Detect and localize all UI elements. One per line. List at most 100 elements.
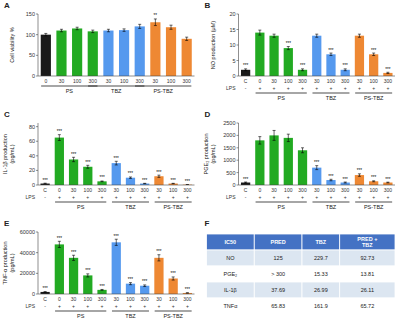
table-value: NO (226, 255, 235, 261)
error-bar (287, 134, 290, 141)
bar (241, 183, 250, 185)
x-tick-label: 300 (183, 78, 192, 84)
x-tick-label: 100 (327, 187, 336, 193)
y-axis (38, 123, 39, 185)
x-tick-label: C (43, 296, 47, 302)
error-bar (315, 34, 318, 37)
error-bar (101, 289, 104, 291)
panel-title: F (205, 219, 210, 228)
y-tick-label: 80 (29, 124, 35, 130)
y-tick-label: 150 (26, 11, 35, 17)
significance: *** (371, 48, 377, 53)
y-tick-label: 50 (29, 52, 35, 58)
panel: E0200004000060000TNF-α production(pg/mL)… (2, 219, 195, 319)
x-tick-label: 100 (169, 187, 178, 193)
x-tick-label: 30 (271, 187, 277, 193)
x-tick-label: C (244, 78, 248, 84)
y-axis-label: Cell viability % (9, 27, 15, 63)
lps-label: LPS (226, 194, 236, 200)
group-label: TBZ (125, 313, 136, 319)
x-tick-label: C (43, 187, 47, 193)
table-value: 15.33 (314, 271, 328, 277)
significance: *** (114, 156, 120, 161)
y-tick-label: 0 (32, 73, 35, 79)
error-bar (329, 53, 332, 55)
error-bar (72, 255, 75, 260)
x-tick-label: C (244, 187, 248, 193)
y-tick-label: 20 (29, 167, 35, 173)
figure: A050100150Cell viability %**030100300301… (0, 0, 401, 328)
table-cell (254, 266, 302, 282)
table-cell (302, 266, 340, 282)
y-axis (38, 14, 39, 76)
x-tick-label: 0 (258, 78, 261, 84)
error-bar (157, 175, 160, 177)
table-cell (302, 282, 340, 298)
lps-value: + (258, 85, 261, 91)
lps-value: + (172, 194, 175, 200)
significance: *** (385, 177, 391, 182)
table: FIC50PREDTBZPRED +TBZNO125229.792.73PGE₂… (205, 219, 396, 314)
error-bar (287, 47, 290, 50)
bar (56, 31, 66, 76)
error-bar (86, 165, 89, 168)
bars (41, 19, 192, 76)
error-bar (58, 241, 61, 247)
x-tick-label: 100 (369, 78, 378, 84)
x-tick-label: 300 (89, 78, 98, 84)
group-label: PS-TBZ (364, 204, 384, 210)
error-bar (157, 255, 160, 261)
x-tick-label: 300 (341, 78, 350, 84)
lps-value: + (330, 85, 333, 91)
error-bar (244, 69, 247, 71)
table-value: 26.11 (361, 287, 374, 293)
error-bar (329, 179, 332, 180)
group-bracket (355, 93, 392, 94)
group-label: PS-TBZ (163, 313, 183, 319)
panel: C020406080IL-1β production(pg/mL)*******… (2, 110, 195, 210)
error-bar (44, 183, 47, 185)
x-tick-label: 100 (126, 187, 135, 193)
group-bracket (355, 202, 392, 203)
error-bar (129, 283, 132, 285)
x-tick-label: 30 (71, 187, 77, 193)
x-tick-label: 100 (327, 78, 336, 84)
error-bar (372, 53, 375, 55)
error-bar (344, 69, 347, 71)
table-value: PGE₂ (224, 271, 238, 277)
lps-value: + (58, 194, 61, 200)
table-header: IC50 (225, 239, 237, 245)
lps-value: + (372, 85, 375, 91)
y-tick-label: 40 (29, 153, 35, 159)
group-label: PS-TBZ (364, 95, 384, 101)
table-cell (207, 266, 255, 282)
error-bar (115, 239, 118, 245)
group-bracket (155, 311, 192, 312)
table-value: 92.73 (360, 255, 374, 261)
lps-value: - (44, 303, 46, 309)
y-tick-label: 1000 (223, 157, 235, 163)
error-bar (273, 34, 276, 37)
lps-value: + (115, 194, 118, 200)
lps-value: + (143, 303, 146, 309)
error-bar (143, 183, 146, 184)
bar (154, 258, 163, 294)
significance: *** (314, 160, 320, 165)
lps-value: + (273, 85, 276, 91)
y-axis-label: PGE₂ production(pg/mL) (203, 134, 216, 175)
significance: *** (371, 175, 377, 180)
significance: *** (57, 129, 63, 134)
group-label: PS (77, 204, 85, 210)
y-tick-label: 0 (232, 182, 235, 188)
lps-value: + (372, 194, 375, 200)
x-tick-label: 100 (84, 187, 93, 193)
bar (326, 180, 335, 185)
y-axis-label: TNF-α production(pg/mL) (2, 242, 15, 285)
y-tick-label: 0 (32, 182, 35, 188)
y-axis (238, 123, 239, 185)
error-bar (172, 277, 175, 280)
bar (119, 30, 129, 76)
bar (72, 28, 82, 76)
significance: *** (185, 179, 191, 184)
significance: *** (185, 287, 191, 292)
